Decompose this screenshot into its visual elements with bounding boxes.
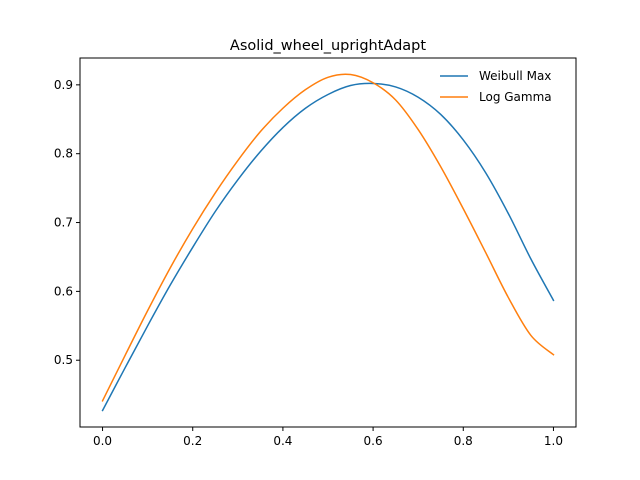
y-tick-label: 0.8 [54,147,73,161]
x-tick-label: 1.0 [544,434,563,448]
y-tick-label: 0.5 [54,353,73,367]
y-tick-label: 0.9 [54,78,73,92]
x-tick-label: 0.6 [364,434,383,448]
chart-title: Asolid_wheel_uprightAdapt [230,38,426,54]
y-tick-label: 0.7 [54,216,73,230]
y-tick-label: 0.6 [54,284,73,298]
x-axis: 0.0 0.2 0.4 0.6 0.8 1.0 [93,427,563,448]
x-tick-label: 0.2 [183,434,202,448]
plot-frame [79,57,577,428]
legend-label-log-gamma: Log Gamma [479,90,552,104]
legend-label-weibull-max: Weibull Max [479,69,551,83]
series-line-log-gamma [101,73,555,402]
series-layer [101,73,555,412]
x-tick-label: 0.8 [454,434,473,448]
y-axis: 0.5 0.6 0.7 0.8 0.9 [54,78,80,367]
x-tick-label: 0.4 [273,434,292,448]
series-line-weibull-max [101,82,555,412]
legend: Weibull Max Log Gamma [440,69,552,104]
x-tick-label: 0.0 [93,434,112,448]
